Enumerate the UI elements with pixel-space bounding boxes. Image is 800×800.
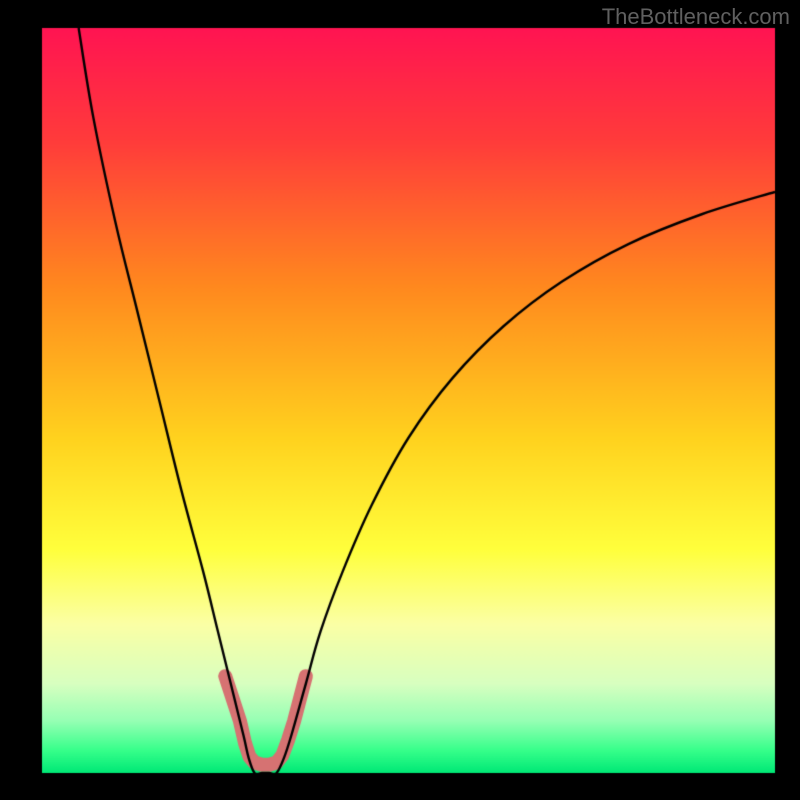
attribution-text: TheBottleneck.com: [602, 4, 790, 30]
chart-container: TheBottleneck.com: [0, 0, 800, 800]
bottleneck-chart: [0, 0, 800, 800]
